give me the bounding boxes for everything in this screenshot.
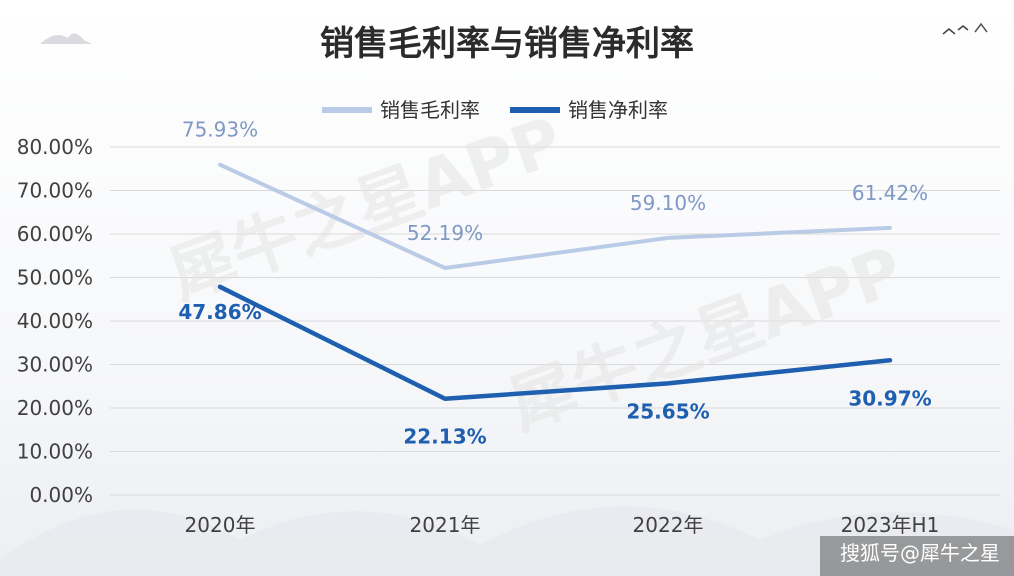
mist-hills <box>0 506 1014 576</box>
x-tick-label: 2023年H1 <box>841 513 940 537</box>
legend-label: 销售毛利率 <box>380 98 480 122</box>
gridlines <box>110 146 1000 496</box>
mountain-icon <box>40 33 92 44</box>
decor-layer <box>0 22 1014 576</box>
bird-icon <box>942 25 969 35</box>
bird-icon <box>974 22 988 33</box>
series-line-gross-margin <box>218 162 892 270</box>
data-label-net-margin: 25.65% <box>626 399 709 423</box>
y-tick-label: 70.00% <box>17 179 93 203</box>
y-tick-label: 80.00% <box>17 135 93 159</box>
y-axis-ticks: 0.00% 10.00% 20.00% 30.00% 40.00% 50.00% 60.00… <box>17 135 93 507</box>
data-labels: 75.93% 52.19% 59.10% 61.42% 47.86% 22.13% 25.6… <box>178 118 931 449</box>
y-tick-label: 20.00% <box>17 396 93 420</box>
legend-label: 销售净利率 <box>568 98 668 122</box>
credit-backdrop <box>820 536 1014 576</box>
y-tick-label: 40.00% <box>17 309 93 333</box>
x-tick-label: 2021年 <box>410 513 481 537</box>
series-line-net-margin <box>217 284 893 401</box>
series-layer <box>217 162 893 401</box>
data-label-net-margin: 30.97% <box>848 386 931 410</box>
data-label-gross-margin: 61.42% <box>852 181 928 205</box>
x-tick-label: 2020年 <box>185 513 256 537</box>
y-tick-label: 60.00% <box>17 222 93 246</box>
y-tick-label: 10.00% <box>17 440 93 464</box>
data-label-gross-margin: 75.93% <box>182 118 258 142</box>
x-tick-label: 2022年 <box>633 513 704 537</box>
y-tick-label: 30.00% <box>17 353 93 377</box>
data-label-gross-margin: 52.19% <box>407 221 483 245</box>
y-tick-label: 50.00% <box>17 266 93 290</box>
legend: 销售毛利率 销售净利率 <box>322 98 668 122</box>
x-axis-ticks: 2020年 2021年 2022年 2023年H1 <box>185 513 940 537</box>
data-label-net-margin: 22.13% <box>403 425 486 449</box>
y-tick-label: 0.00% <box>29 483 93 507</box>
data-label-gross-margin: 59.10% <box>630 191 706 215</box>
data-label-net-margin: 47.86% <box>178 300 261 324</box>
credit-text: 搜狐号@犀牛之星 <box>840 541 1000 565</box>
chart-title: 销售毛利率与销售净利率 <box>320 24 694 64</box>
